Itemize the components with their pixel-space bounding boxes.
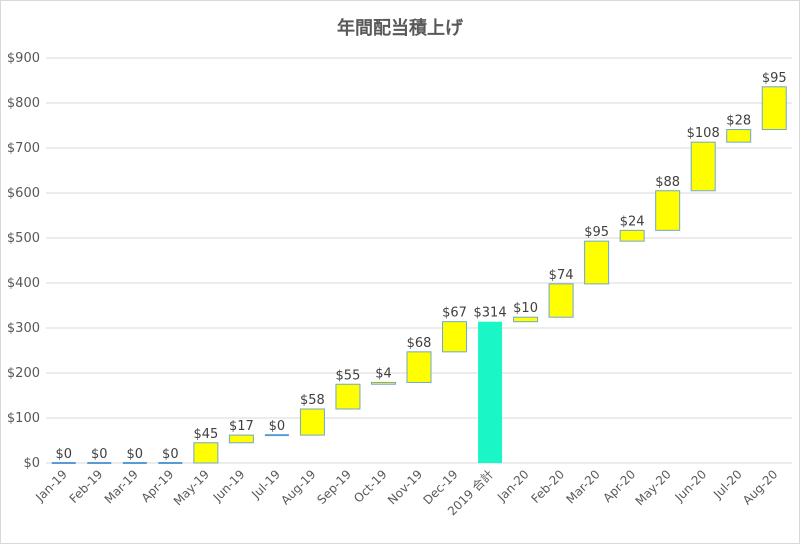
x-tick-label: Aug-20 [740,467,780,507]
x-tick-label: Jun-19 [210,467,248,505]
y-tick-label: $900 [7,51,40,66]
y-tick-label: $600 [7,186,40,201]
data-label: $95 [584,225,609,240]
bars [51,86,787,464]
x-tick-label: Jan-20 [494,467,532,505]
data-label: $10 [513,301,538,316]
data-label: $88 [655,175,680,190]
bar-increase [370,381,396,385]
data-label: $68 [407,336,432,351]
x-tick-label: Sep-19 [314,467,354,507]
gridlines [46,57,792,464]
y-tick-label: $200 [7,366,40,381]
y-axis-ticks: $0 $100 $200 $300 $400 $500 $600 $700 $800 $900 [7,51,40,471]
y-tick-label: $400 [7,276,40,291]
data-label: $45 [193,427,218,442]
chart-title: 年間配当積上げ [337,18,463,39]
y-tick-label: $800 [7,96,40,111]
y-tick-label: $700 [7,141,40,156]
data-label: $17 [229,419,254,434]
data-label: $4 [375,366,392,381]
data-labels: $0 $0 $0 $0 $45 $17 $0 $58 $55 $4 $68 $67 $314 $10 $74… [55,71,786,462]
data-label: $24 [620,214,645,229]
bar-increase [193,442,219,464]
data-label: $95 [762,71,787,86]
y-tick-label: $300 [7,321,40,336]
x-tick-label: Oct-19 [351,467,389,505]
data-label: $0 [91,447,108,462]
x-tick-label: Feb-20 [528,467,567,506]
bar-increase [228,434,254,444]
bar-increase [442,321,468,353]
x-tick-label: May-20 [633,467,674,508]
y-tick-label: $500 [7,231,40,246]
x-tick-label: Mar-19 [102,467,141,506]
bar-increase [690,141,716,192]
y-tick-label: $100 [7,411,40,426]
bar-increase [584,240,610,285]
bar-increase [513,316,539,323]
data-label: $0 [127,447,144,462]
data-label: $58 [300,393,325,408]
data-label: $0 [55,447,72,462]
bar-increase [619,229,645,242]
data-label: $55 [336,368,361,383]
x-tick-label: Feb-19 [67,467,106,506]
x-tick-label: Aug-19 [278,467,318,507]
data-label: $28 [726,114,751,129]
data-label: $74 [549,268,574,283]
x-tick-label: Mar-20 [564,467,603,506]
x-tick-label: Jun-20 [672,467,710,505]
bar-increase [406,351,432,383]
bar-increase [299,408,325,436]
x-tick-label: Nov-19 [385,467,425,507]
y-tick-label: $0 [23,456,40,471]
x-tick-label: May-19 [171,467,212,508]
data-label: $0 [269,419,286,434]
data-label: $314 [474,306,507,321]
x-tick-label: Jan-19 [32,467,70,505]
bar-increase [335,383,361,410]
data-label: $108 [687,126,720,141]
bar-increase [548,283,574,318]
bar-total [478,321,503,463]
data-label: $67 [442,306,467,321]
bar-increase [726,129,752,143]
bar-increase [655,190,681,231]
bar-increase [761,86,787,131]
data-label: $0 [162,447,179,462]
